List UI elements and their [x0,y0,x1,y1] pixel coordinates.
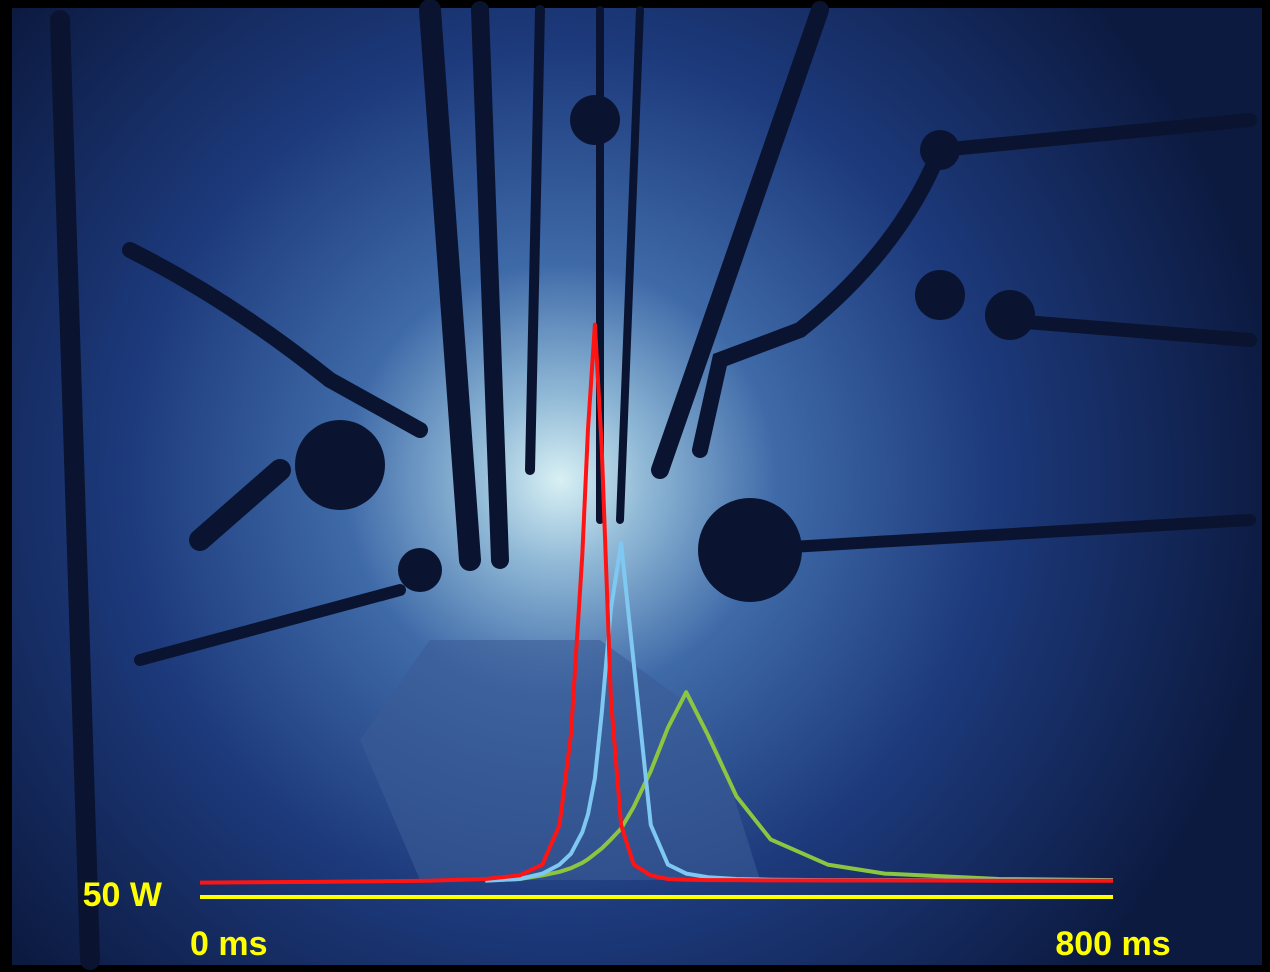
floor-plate [360,640,760,880]
fixtures [295,95,1035,602]
pulse-line [199,322,1113,885]
pipes [50,0,1257,970]
x-tick-label: 0 ms [190,925,268,963]
y-tick-label: 50 W [83,876,163,914]
pulse-line [485,690,1114,883]
x-tick-label: 800 ms [1055,925,1170,963]
